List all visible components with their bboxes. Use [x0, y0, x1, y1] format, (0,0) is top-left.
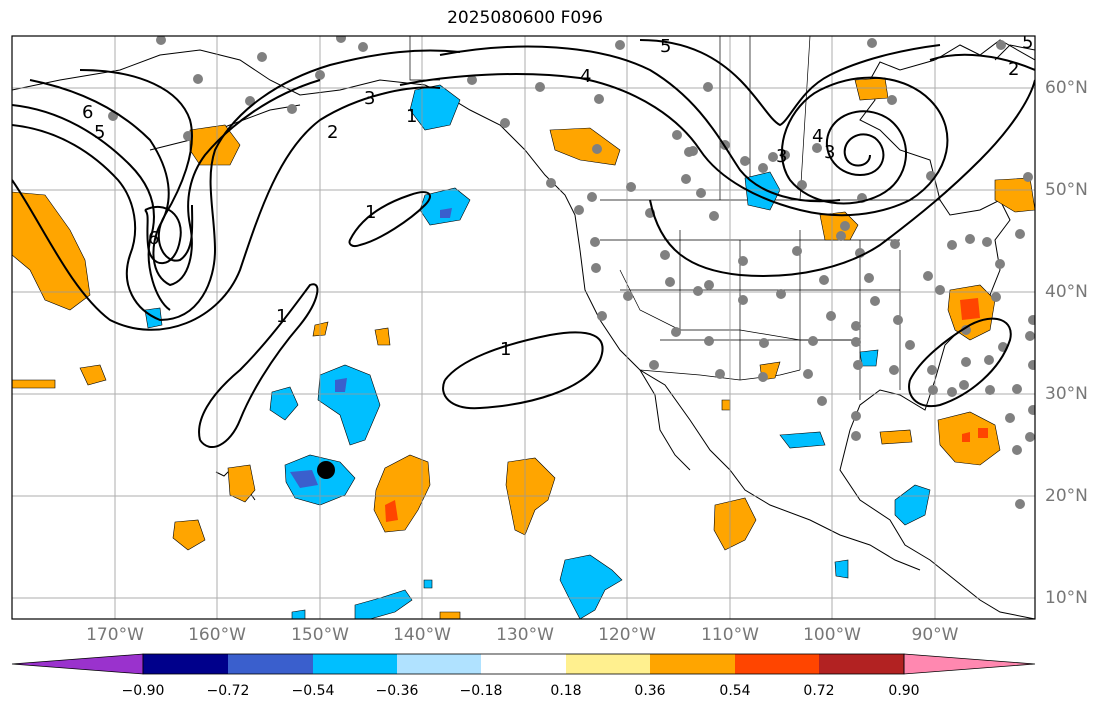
- colorbar-tick-label: 0.54: [719, 683, 751, 699]
- contour-label: 3: [824, 142, 835, 163]
- latitude-label: 40°N: [1045, 282, 1088, 302]
- longitude-label: 130°W: [496, 625, 554, 645]
- target-location-marker: [317, 461, 335, 479]
- colorbar-tick-label: 0.90: [888, 683, 920, 699]
- colorbar-swatch: [397, 654, 481, 674]
- colorbar-swatch: [903, 653, 1036, 675]
- colorbar-swatch: [143, 654, 228, 674]
- colorbar: [11, 653, 1036, 675]
- longitude-label: 110°W: [701, 625, 759, 645]
- latitude-label: 20°N: [1045, 486, 1088, 506]
- contour-label: 1: [406, 106, 417, 127]
- contour-label: 1: [276, 306, 287, 327]
- colorbar-tick-label: −0.18: [459, 683, 503, 699]
- colorbar-swatch: [228, 654, 313, 674]
- contour-label: 5: [660, 36, 671, 57]
- colorbar-tick-label: −0.90: [121, 683, 165, 699]
- contour-label: 6: [148, 228, 159, 249]
- contour-label: 1: [500, 339, 511, 360]
- colorbar-tick-label: 0.72: [803, 683, 835, 699]
- colorbar-swatch: [313, 654, 397, 674]
- colorbar-swatch: [735, 654, 819, 674]
- contour-label: 4: [812, 126, 823, 147]
- colorbar-tick-label: −0.54: [291, 683, 335, 699]
- graticule: [12, 36, 1035, 619]
- colorbar-tick-label: 0.18: [550, 683, 582, 699]
- longitude-label: 140°W: [393, 625, 451, 645]
- latitude-label: 50°N: [1045, 180, 1088, 200]
- contour-label: 5: [94, 122, 105, 143]
- longitude-label: 120°W: [598, 625, 656, 645]
- colorbar-swatch: [11, 653, 144, 675]
- longitude-label: 170°W: [86, 625, 144, 645]
- longitude-label: 90°W: [911, 625, 959, 645]
- contour-label: 6: [82, 102, 93, 123]
- contour-label: 5: [1022, 32, 1033, 53]
- map-title: 2025080600 F096: [447, 8, 603, 28]
- latitude-label: 30°N: [1045, 384, 1088, 404]
- colorbar-tick-label: −0.36: [375, 683, 419, 699]
- map-frame: [11, 35, 1036, 620]
- longitude-label: 100°W: [803, 625, 861, 645]
- latitude-label: 10°N: [1045, 588, 1088, 608]
- contour-label: 3: [776, 146, 787, 167]
- contour-label: 1: [365, 202, 376, 223]
- latitude-label: 60°N: [1045, 78, 1088, 98]
- contour-label: 2: [1008, 59, 1019, 80]
- colorbar-swatch: [566, 654, 650, 674]
- contour-label: 3: [364, 88, 375, 109]
- colorbar-swatch: [481, 654, 566, 674]
- colorbar-swatch: [650, 654, 735, 674]
- colorbar-swatch: [819, 654, 904, 674]
- contour-label: 2: [327, 122, 338, 143]
- contour-label-group: 6 5 3 2 1 1 1 1 5 4 3 4 5 6 3 2: [82, 32, 1033, 360]
- longitude-label: 160°W: [188, 625, 246, 645]
- longitude-label: 150°W: [291, 625, 349, 645]
- contour-label: 4: [580, 66, 591, 87]
- colorbar-tick-label: −0.72: [206, 683, 250, 699]
- colorbar-tick-label: 0.36: [634, 683, 666, 699]
- contour-lines: [12, 39, 1035, 449]
